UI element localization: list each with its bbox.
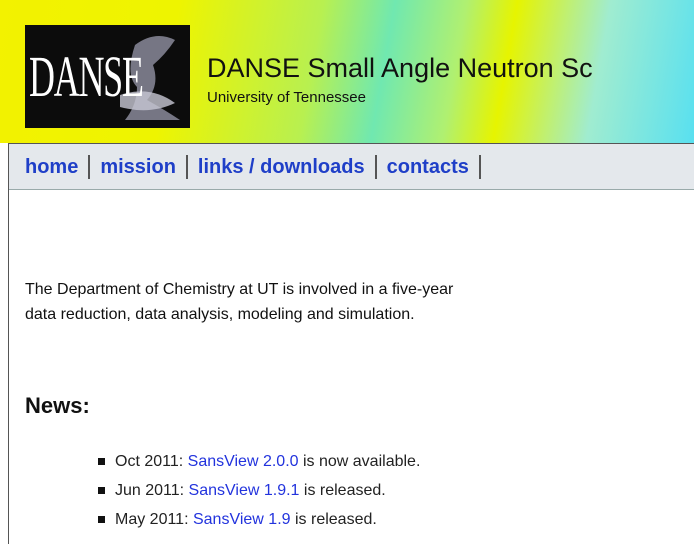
- nav-link[interactable]: home: [25, 155, 90, 179]
- news-text: is released.: [304, 482, 386, 499]
- nav-link[interactable]: contacts: [377, 155, 481, 179]
- intro-text: data reduction, data analysis, modeling …: [25, 306, 415, 324]
- site-title: DANSE Small Angle Neutron Sc: [207, 53, 593, 84]
- nav-bar: home mission links / downloads contacts: [9, 144, 694, 190]
- logo-text: DANSE: [29, 43, 143, 110]
- news-item: Jun 2011: SansView 1.9.1 is released.: [98, 482, 386, 500]
- news-item: May 2011: SansView 1.9 is released.: [98, 511, 377, 529]
- news-item: Oct 2011: SansView 2.0.0 is now availabl…: [98, 453, 420, 471]
- nav-link[interactable]: links / downloads: [188, 155, 377, 179]
- news-link[interactable]: SansView 2.0.0: [188, 453, 299, 470]
- site-subtitle: University of Tennessee: [207, 89, 366, 106]
- news-heading: News:: [25, 393, 90, 419]
- news-text: is released.: [295, 511, 377, 528]
- news-date: May 2011:: [115, 511, 189, 528]
- logo[interactable]: DANSE: [25, 25, 190, 128]
- header: DANSE DANSE Small Angle Neutron Sc Unive…: [0, 0, 694, 143]
- news-text: is now available.: [303, 453, 420, 470]
- intro-text: The Department of Chemistry at UT is inv…: [25, 281, 453, 299]
- page: DANSE DANSE Small Angle Neutron Sc Unive…: [0, 0, 694, 541]
- nav-link[interactable]: mission: [90, 155, 188, 179]
- news-link[interactable]: SansView 1.9: [193, 511, 291, 528]
- news-date: Oct 2011:: [115, 453, 183, 470]
- news-date: Jun 2011:: [115, 482, 184, 499]
- news-link[interactable]: SansView 1.9.1: [189, 482, 300, 499]
